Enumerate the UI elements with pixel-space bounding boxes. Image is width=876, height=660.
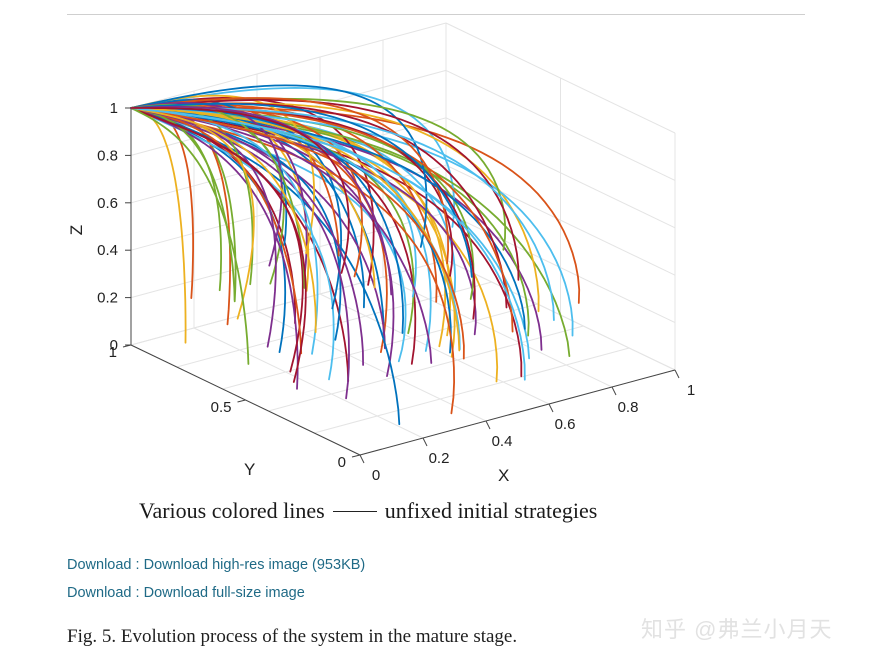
x-tick-label: 0 xyxy=(372,467,380,484)
z-tick-label: 1 xyxy=(110,100,118,117)
download-fullsize-link[interactable]: Download full-size image xyxy=(143,585,305,601)
legend-text: Various colored lines xyxy=(139,498,325,523)
download-separator: : xyxy=(131,585,144,601)
legend-suffix: unfixed initial strategies xyxy=(384,498,598,523)
trajectory-line xyxy=(130,107,461,352)
x-tick xyxy=(485,420,491,430)
x-tick-label: 1 xyxy=(687,382,695,399)
x-tick xyxy=(548,403,554,413)
download-separator: : xyxy=(131,557,144,573)
y-axis-label: Y xyxy=(244,460,255,479)
x-tick-label: 0.8 xyxy=(618,399,639,416)
y-tick xyxy=(237,399,246,403)
trajectory-line xyxy=(130,107,526,381)
y-tick-label: 0 xyxy=(338,454,346,471)
gridline-y xyxy=(130,259,447,346)
axes-grid xyxy=(130,22,676,456)
trajectory-line xyxy=(130,101,283,267)
z-tick-label: 0 xyxy=(110,337,118,354)
trajectory-line xyxy=(130,107,299,390)
trajectory-line xyxy=(130,102,473,278)
x-tick-label: 0.6 xyxy=(555,416,576,433)
x-axis-line xyxy=(359,369,676,456)
gridline-x xyxy=(382,276,613,388)
x-tick xyxy=(674,369,680,379)
trajectory-line xyxy=(130,107,555,321)
x-tick xyxy=(422,437,428,447)
x-tick xyxy=(359,454,365,464)
top-divider xyxy=(67,14,805,15)
x-tick-label: 0.2 xyxy=(429,450,450,467)
y-tick-label: 0.5 xyxy=(211,399,232,416)
zhihu-watermark: 知乎 @弗兰小月天 xyxy=(641,617,833,642)
download-row-fullsize: Download : Download full-size image xyxy=(67,585,305,601)
download-row-highres: Download : Download high-res image (953K… xyxy=(67,557,365,573)
trajectory-line xyxy=(130,107,401,426)
download-prefix[interactable]: Download xyxy=(67,557,132,573)
x-tick-label: 0.4 xyxy=(492,433,513,450)
trajectory-line xyxy=(130,107,307,383)
gridline-y xyxy=(268,325,584,412)
trajectory-lines xyxy=(130,84,581,426)
download-highres-link[interactable]: Download high-res image (953KB) xyxy=(143,557,366,573)
z-tick-label: 0.4 xyxy=(97,242,118,259)
download-prefix[interactable]: Download xyxy=(67,585,132,601)
trajectory-line xyxy=(130,107,317,334)
z-tick-label: 0.6 xyxy=(97,195,118,212)
trajectory-line xyxy=(130,97,450,265)
gridline-z xyxy=(130,22,447,109)
trajectory-line xyxy=(130,107,456,415)
gridline-x xyxy=(193,327,424,439)
x-tick xyxy=(611,386,617,396)
gridline-y xyxy=(314,347,630,434)
trajectory-line xyxy=(130,107,433,364)
trajectory-line xyxy=(130,107,250,365)
z-tick-label: 0.2 xyxy=(97,290,118,307)
legend-dash xyxy=(332,511,377,513)
gridline-y xyxy=(222,303,538,390)
z-axis-label: Z xyxy=(67,225,86,235)
z-tick-label: 0.8 xyxy=(97,147,118,164)
trajectory-line xyxy=(130,107,465,360)
figure-caption: Fig. 5. Evolution process of the system … xyxy=(67,626,518,647)
trajectory-line xyxy=(130,107,350,274)
trajectory-line xyxy=(130,99,520,281)
y-tick-label: 1 xyxy=(109,344,117,361)
y-tick xyxy=(351,454,361,458)
trajectory-line xyxy=(130,105,393,296)
trajectory-line xyxy=(130,107,319,355)
trajectory-line xyxy=(130,107,523,378)
x-axis-label: X xyxy=(498,466,509,485)
legend-caption: Various colored lines unfixed initial str… xyxy=(139,498,597,524)
